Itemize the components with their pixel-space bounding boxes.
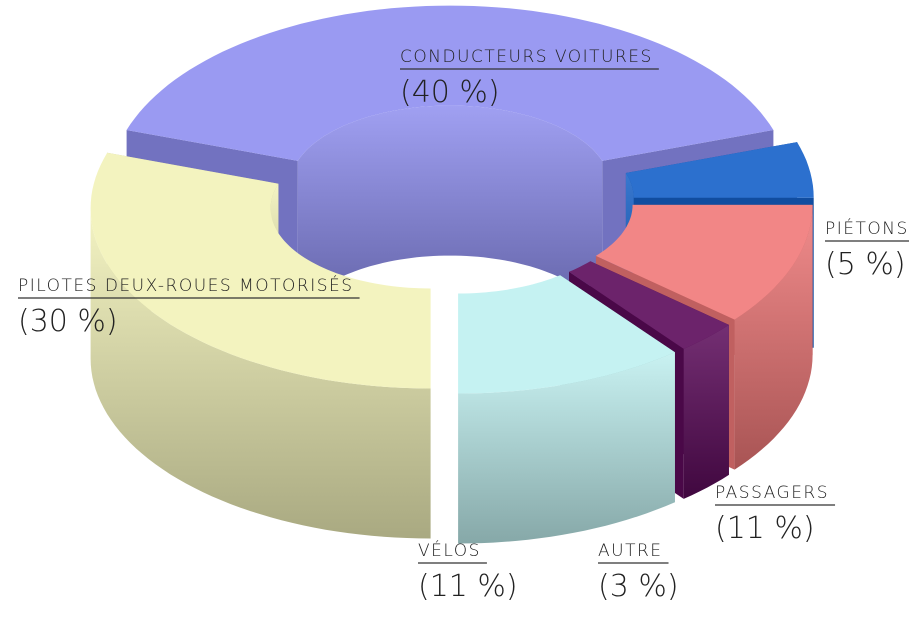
- value-label: (30 %): [18, 304, 118, 339]
- slice-outer-wall: [683, 324, 729, 499]
- slice-top: [90, 152, 431, 389]
- slice-outer-wall: [734, 204, 813, 470]
- labels: CONDUCTEURS VOITURES (40 %) PIÉTONS (5 %) PA…: [18, 47, 909, 604]
- slice-top: [595, 204, 813, 320]
- slice-top: [458, 275, 675, 394]
- slice-outer-wall: [458, 352, 675, 544]
- slice-label: CONDUCTEURS VOITURES: [400, 47, 653, 67]
- slices: [90, 5, 814, 544]
- slice-top: [126, 5, 774, 161]
- slice-label: PASSAGERS: [715, 483, 829, 503]
- slice-label: PILOTES DEUX-ROUES MOTORISÉS: [18, 274, 354, 296]
- slice-inner-wall: [297, 105, 603, 311]
- value-label: (5 %): [825, 247, 906, 282]
- value-label: (11 %): [715, 511, 815, 546]
- value-label: (3 %): [598, 569, 679, 604]
- slice-label: PIÉTONS: [825, 217, 909, 239]
- value-label: (11 %): [418, 569, 518, 604]
- value-label: (40 %): [400, 75, 500, 110]
- slice-label: VÉLOS: [418, 539, 481, 561]
- slice-top: [625, 142, 814, 198]
- slice-outer-wall: [90, 208, 431, 539]
- slice-top: [569, 261, 729, 349]
- slice-label: AUTRE: [598, 541, 663, 561]
